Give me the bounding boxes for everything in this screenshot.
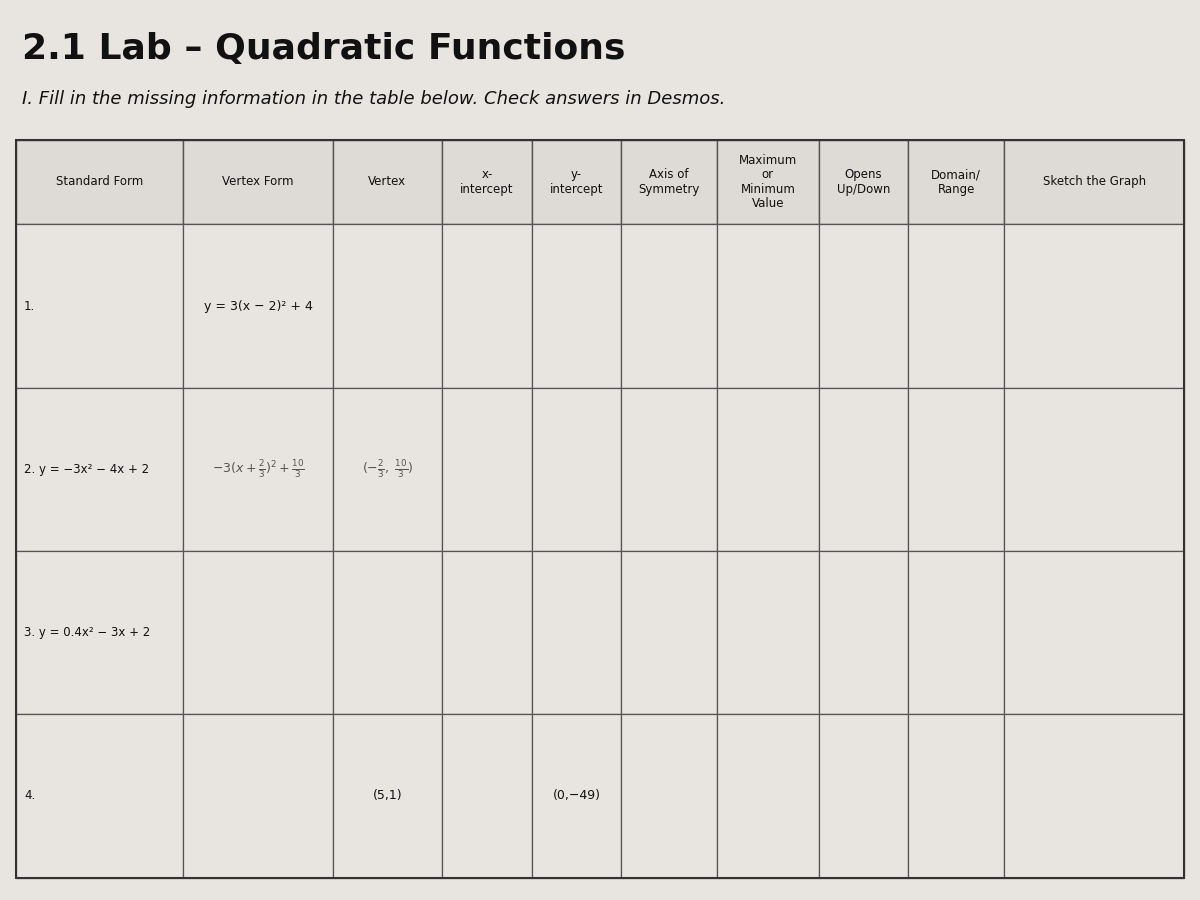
Text: $(-\frac{2}{3},\ \frac{10}{3})$: $(-\frac{2}{3},\ \frac{10}{3})$ <box>361 458 413 481</box>
Text: y = 3(x − 2)² + 4: y = 3(x − 2)² + 4 <box>204 300 312 312</box>
Text: (0,−49): (0,−49) <box>552 789 600 803</box>
Text: 2.1 Lab – Quadratic Functions: 2.1 Lab – Quadratic Functions <box>22 32 625 66</box>
Text: Sketch the Graph: Sketch the Graph <box>1043 176 1146 188</box>
Text: Minimum: Minimum <box>740 183 796 195</box>
Text: Value: Value <box>751 197 784 210</box>
Text: Standard Form: Standard Form <box>56 176 143 188</box>
Text: intercept: intercept <box>550 183 604 195</box>
Text: 3. y = 0.4x² − 3x + 2: 3. y = 0.4x² − 3x + 2 <box>24 626 150 639</box>
Text: Vertex Form: Vertex Form <box>222 176 294 188</box>
Text: (5,1): (5,1) <box>372 789 402 803</box>
Text: intercept: intercept <box>460 183 514 195</box>
Text: Axis of: Axis of <box>649 168 689 181</box>
Text: Symmetry: Symmetry <box>638 183 700 195</box>
Text: Opens: Opens <box>845 168 882 181</box>
Text: Vertex: Vertex <box>368 176 407 188</box>
Text: y-: y- <box>571 168 582 181</box>
Text: Maximum: Maximum <box>739 154 797 166</box>
Text: 1.: 1. <box>24 300 35 312</box>
Text: Up/Down: Up/Down <box>836 183 890 195</box>
Text: Domain/: Domain/ <box>931 168 982 181</box>
Text: 2. y = −3x² − 4x + 2: 2. y = −3x² − 4x + 2 <box>24 463 149 476</box>
Text: Range: Range <box>937 183 974 195</box>
Text: x-: x- <box>481 168 492 181</box>
Text: or: or <box>762 168 774 181</box>
Text: I. Fill in the missing information in the table below. Check answers in Desmos.: I. Fill in the missing information in th… <box>22 90 725 108</box>
Text: 4.: 4. <box>24 789 35 803</box>
Text: $-3(x+\frac{2}{3})^{2}+\frac{10}{3}$: $-3(x+\frac{2}{3})^{2}+\frac{10}{3}$ <box>211 458 305 481</box>
